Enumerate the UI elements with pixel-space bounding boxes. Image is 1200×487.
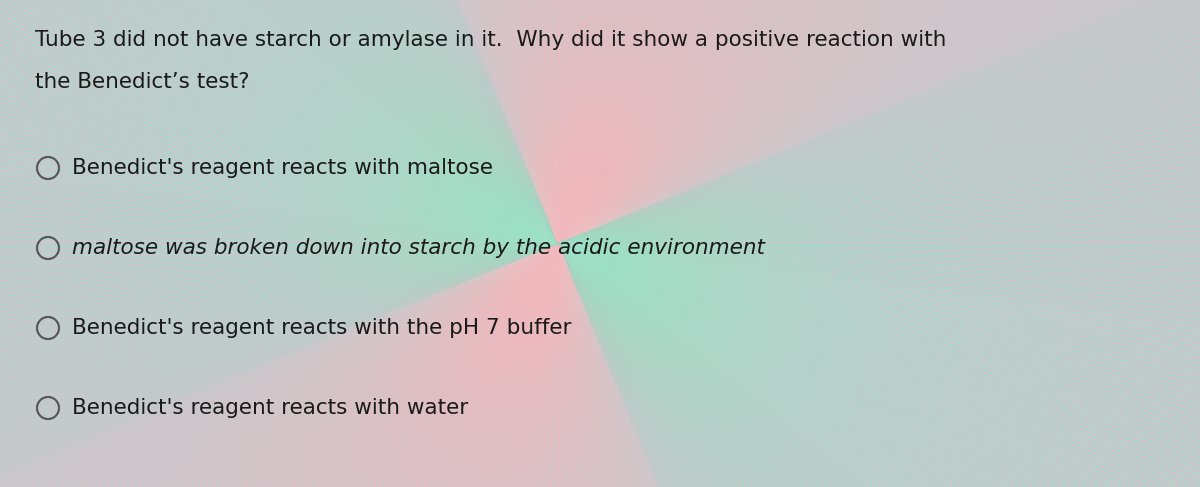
Text: the Benedict’s test?: the Benedict’s test? <box>35 72 250 92</box>
Text: maltose was broken down into starch by the acidic environment: maltose was broken down into starch by t… <box>72 238 764 258</box>
Text: Tube 3 did not have starch or amylase in it.  Why did it show a positive reactio: Tube 3 did not have starch or amylase in… <box>35 30 947 50</box>
Text: Benedict's reagent reacts with maltose: Benedict's reagent reacts with maltose <box>72 158 493 178</box>
Text: Benedict's reagent reacts with water: Benedict's reagent reacts with water <box>72 398 468 418</box>
Text: Benedict's reagent reacts with the pH 7 buffer: Benedict's reagent reacts with the pH 7 … <box>72 318 571 338</box>
